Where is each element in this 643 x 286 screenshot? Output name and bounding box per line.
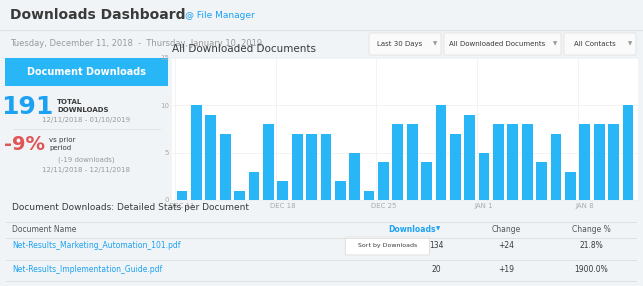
Bar	[421, 162, 432, 200]
Bar	[435, 105, 446, 200]
Bar	[450, 134, 461, 200]
Text: ▼: ▼	[553, 41, 557, 47]
Text: -9%: -9%	[4, 136, 45, 154]
Text: All Contacts: All Contacts	[574, 41, 616, 47]
Text: ▼: ▼	[433, 41, 437, 47]
Bar	[177, 190, 188, 200]
Text: Downloads: Downloads	[388, 225, 436, 233]
Text: Sort by Downloads: Sort by Downloads	[358, 243, 417, 249]
Bar	[407, 124, 417, 200]
Bar	[565, 172, 575, 200]
Bar	[392, 124, 403, 200]
Bar	[579, 124, 590, 200]
Text: @ File Manager: @ File Manager	[185, 11, 255, 19]
Bar	[335, 181, 346, 200]
Bar	[622, 105, 633, 200]
Text: Tuesday, December 11, 2018  -  Thursday, January 10, 2019: Tuesday, December 11, 2018 - Thursday, J…	[10, 39, 262, 49]
Text: 12/11/2018 - 01/10/2019: 12/11/2018 - 01/10/2019	[42, 117, 131, 123]
Bar	[191, 105, 202, 200]
Text: period: period	[49, 145, 71, 151]
Text: 134: 134	[429, 241, 444, 251]
Bar	[320, 134, 331, 200]
Bar	[493, 124, 504, 200]
Text: Net-Results_Marketing_Automation_101.pdf: Net-Results_Marketing_Automation_101.pdf	[12, 241, 181, 251]
Bar	[249, 172, 259, 200]
Text: Document Name: Document Name	[12, 225, 77, 233]
Bar	[522, 124, 532, 200]
Text: ▼: ▼	[628, 41, 632, 47]
Bar	[349, 153, 360, 200]
Text: All Downloaded Documents: All Downloaded Documents	[449, 41, 546, 47]
Text: 12/11/2018 - 12/11/2018: 12/11/2018 - 12/11/2018	[42, 167, 131, 173]
Bar	[206, 115, 216, 200]
Bar	[464, 115, 475, 200]
Bar	[550, 134, 561, 200]
Bar	[292, 134, 302, 200]
FancyBboxPatch shape	[564, 33, 636, 55]
Text: Document Downloads: Detailed Stats per Document: Document Downloads: Detailed Stats per D…	[12, 204, 249, 212]
Text: Net-Results_Implementation_Guide.pdf: Net-Results_Implementation_Guide.pdf	[12, 265, 163, 273]
Text: 20: 20	[431, 265, 441, 273]
Text: Change: Change	[492, 225, 521, 233]
Bar	[507, 124, 518, 200]
Bar	[378, 162, 389, 200]
Text: All Downloaded Documents: All Downloaded Documents	[172, 44, 316, 54]
Bar	[478, 153, 489, 200]
Text: Document Downloads: Document Downloads	[27, 67, 146, 77]
Bar	[220, 134, 231, 200]
FancyBboxPatch shape	[369, 33, 441, 55]
Bar	[306, 134, 317, 200]
Text: DOWNLOADS: DOWNLOADS	[57, 107, 109, 113]
Text: +24: +24	[498, 241, 514, 251]
Bar	[364, 190, 374, 200]
Text: 191: 191	[1, 95, 53, 119]
Text: +19: +19	[498, 265, 514, 273]
Bar	[593, 124, 604, 200]
Text: (-19 downloads): (-19 downloads)	[58, 157, 115, 163]
Text: 1900.0%: 1900.0%	[575, 265, 608, 273]
FancyBboxPatch shape	[345, 237, 430, 255]
Bar	[5, 58, 168, 86]
Text: TOTAL: TOTAL	[57, 99, 82, 105]
FancyBboxPatch shape	[444, 33, 561, 55]
Text: ▼: ▼	[437, 227, 440, 231]
Text: 21.8%: 21.8%	[579, 241, 603, 251]
Bar	[234, 190, 245, 200]
Text: Downloads Dashboard: Downloads Dashboard	[10, 8, 185, 22]
Text: Last 30 Days: Last 30 Days	[377, 41, 422, 47]
Bar	[608, 124, 619, 200]
Text: vs prior: vs prior	[49, 137, 75, 143]
Text: Change %: Change %	[572, 225, 611, 233]
Bar	[263, 124, 274, 200]
Bar	[277, 181, 288, 200]
Bar	[536, 162, 547, 200]
